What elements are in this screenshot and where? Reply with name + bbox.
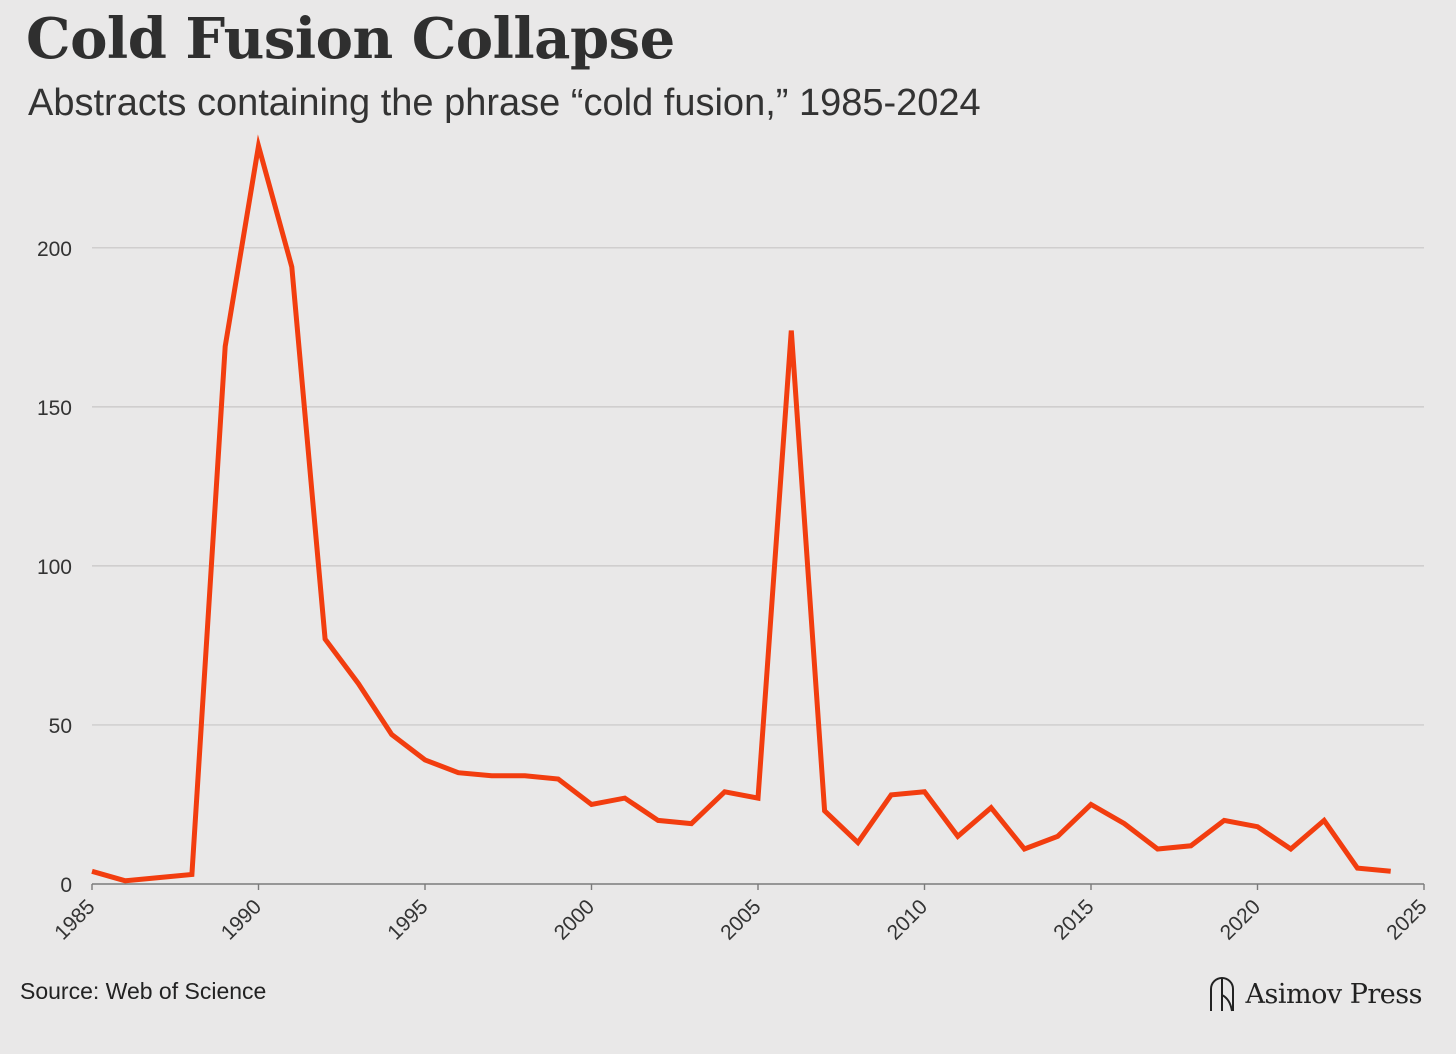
data-point-2021 <box>1288 847 1293 852</box>
data-point-2011 <box>955 834 960 839</box>
x-tick-label: 1985 <box>50 895 99 944</box>
data-point-1997 <box>489 773 494 778</box>
y-tick-labels: 0 50 100 150 200 <box>37 238 72 897</box>
data-point-2004 <box>722 789 727 794</box>
x-tick-label: 2015 <box>1049 895 1098 944</box>
x-tick-labels: 1985 1990 1995 2000 2005 2010 2015 2020 2025 <box>50 895 1431 944</box>
data-point-2017 <box>1155 847 1160 852</box>
asimov-logo-icon <box>1209 977 1234 1012</box>
brand: Asimov Press <box>1208 975 1423 1013</box>
data-point-1989 <box>223 344 228 349</box>
grid-lines <box>92 247 1424 726</box>
data-point-2019 <box>1222 818 1227 823</box>
x-tick-label: 1990 <box>217 895 266 944</box>
axes <box>91 883 1425 890</box>
y-tick-label: 50 <box>49 715 72 738</box>
data-point-2006 <box>789 328 794 333</box>
data-point-2007 <box>822 808 827 813</box>
data-point-2015 <box>1089 802 1094 807</box>
data-point-1998 <box>522 773 527 778</box>
y-tick-label: 200 <box>37 238 72 261</box>
source-note: Source: Web of Science <box>20 978 267 1004</box>
data-point-2003 <box>689 821 694 826</box>
data-point-1986 <box>123 878 128 883</box>
data-point-1985 <box>90 869 95 874</box>
data-point-1987 <box>156 875 161 880</box>
data-point-2008 <box>855 840 860 845</box>
x-tick-label: 2000 <box>550 895 599 944</box>
data-point-2018 <box>1188 843 1193 848</box>
x-tick-label: 2005 <box>716 895 765 944</box>
data-point-2024 <box>1388 869 1393 874</box>
data-point-2009 <box>889 792 894 797</box>
data-point-2001 <box>622 796 627 801</box>
data-point-2013 <box>1022 847 1027 852</box>
data-point-1992 <box>323 637 328 642</box>
data-point-1990 <box>256 144 261 149</box>
data-point-2016 <box>1122 821 1127 826</box>
y-tick-label: 150 <box>37 397 72 420</box>
data-point-2022 <box>1322 818 1327 823</box>
x-tick-label: 2020 <box>1216 895 1265 944</box>
series-layer <box>90 134 1393 884</box>
y-tick-label: 0 <box>60 874 72 897</box>
data-point-2010 <box>922 789 927 794</box>
x-tick-label: 2010 <box>883 895 932 944</box>
x-tick-label: 1995 <box>383 895 432 944</box>
data-point-1994 <box>389 732 394 737</box>
brand-name: Asimov Press <box>1245 978 1423 1010</box>
data-point-2002 <box>656 818 661 823</box>
data-point-2012 <box>989 805 994 810</box>
data-point-2023 <box>1355 866 1360 871</box>
data-point-2014 <box>1055 834 1060 839</box>
data-point-1999 <box>556 777 561 782</box>
data-point-1995 <box>423 757 428 762</box>
y-tick-label: 100 <box>37 556 72 579</box>
chart-subtitle: Abstracts containing the phrase “cold fu… <box>28 82 981 124</box>
data-point-2000 <box>589 802 594 807</box>
data-point-1991 <box>289 264 294 269</box>
x-tick-label: 2025 <box>1382 895 1431 944</box>
data-point-2020 <box>1255 824 1260 829</box>
data-point-1993 <box>356 681 361 686</box>
series-line-0 <box>91 134 1391 884</box>
chart-title: Cold Fusion Collapse <box>26 6 675 72</box>
data-point-1996 <box>456 770 461 775</box>
data-point-1988 <box>189 872 194 877</box>
data-point-2005 <box>756 796 761 801</box>
